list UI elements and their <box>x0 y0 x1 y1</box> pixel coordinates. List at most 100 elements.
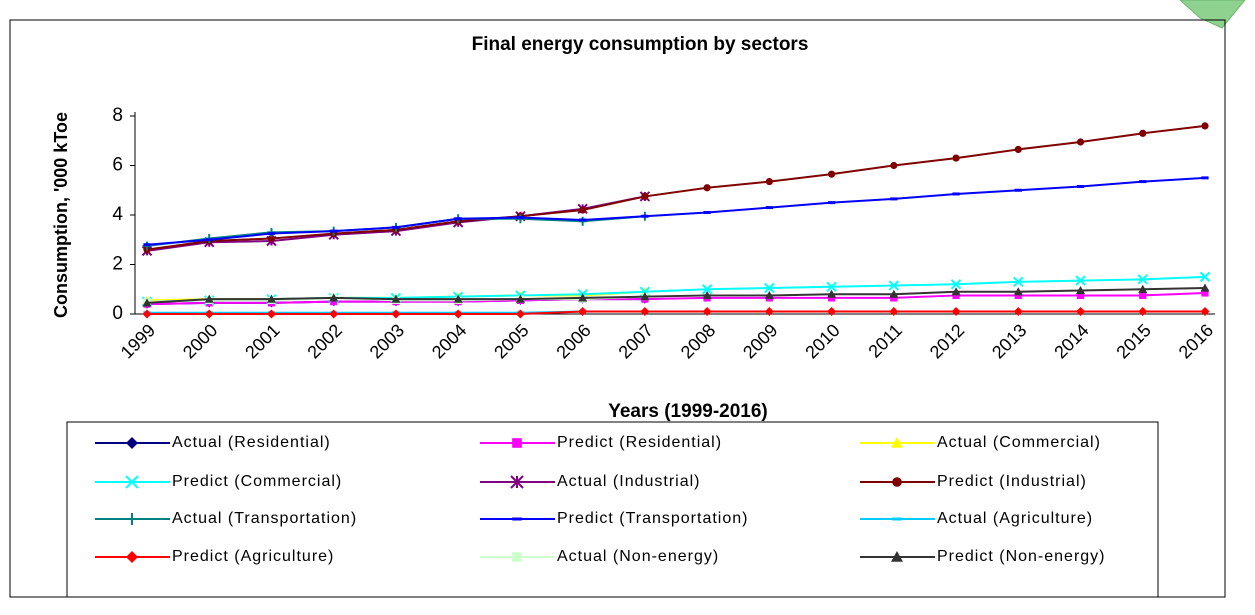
marker <box>142 298 152 307</box>
marker <box>892 517 902 521</box>
x-tick-label: 2008 <box>677 320 719 362</box>
marker <box>950 279 962 290</box>
legend-label: Predict (Commercial) <box>172 473 342 490</box>
marker <box>827 289 837 298</box>
marker <box>764 290 774 300</box>
marker <box>1014 188 1022 192</box>
marker <box>516 215 525 219</box>
marker <box>889 289 899 298</box>
marker <box>1199 271 1211 283</box>
legend-label: Actual (Non-energy) <box>557 548 719 565</box>
series-line <box>147 310 1205 315</box>
marker <box>1201 122 1209 130</box>
marker <box>1014 291 1022 300</box>
x-tick-label: 2009 <box>739 320 781 362</box>
x-tick-label: 2014 <box>1050 320 1092 362</box>
marker <box>1139 291 1147 300</box>
marker <box>889 307 899 317</box>
legend-label: Actual (Commercial) <box>937 434 1101 451</box>
marker <box>890 294 898 302</box>
marker <box>267 234 276 243</box>
legend-label: Predict (Industrial) <box>937 473 1087 490</box>
marker <box>827 307 837 317</box>
marker <box>515 294 525 303</box>
marker <box>1076 291 1085 300</box>
marker <box>204 294 214 303</box>
marker <box>764 307 774 317</box>
marker <box>1201 289 1209 297</box>
marker <box>329 309 339 319</box>
marker <box>641 214 649 218</box>
y-tick-label: 2 <box>112 254 123 275</box>
marker <box>454 217 462 221</box>
series-line <box>146 287 1206 304</box>
x-tick-label: 2002 <box>303 320 345 362</box>
marker <box>1137 274 1148 285</box>
series <box>142 307 1210 319</box>
y-tick-label: 6 <box>112 155 123 176</box>
marker <box>827 294 836 302</box>
marker <box>890 161 898 170</box>
marker <box>1076 285 1086 295</box>
x-axis-label: Years (1999-2016) <box>608 401 768 422</box>
legend-label: Predict (Residential) <box>557 434 722 451</box>
x-tick-label: 2000 <box>179 320 221 362</box>
x-tick-label: 2013 <box>988 320 1030 362</box>
marker <box>1139 129 1147 137</box>
marker <box>952 192 960 196</box>
marker <box>205 238 213 242</box>
legend-label: Actual (Transportation) <box>172 510 357 527</box>
marker <box>1075 275 1086 286</box>
marker <box>510 475 524 489</box>
y-tick-label: 4 <box>112 204 123 225</box>
marker <box>1013 307 1023 317</box>
series-line <box>146 291 1206 306</box>
y-axis-label: Consumption, '000 kToe <box>51 112 71 318</box>
marker <box>1076 307 1086 317</box>
marker <box>1201 176 1209 180</box>
marker <box>891 437 903 448</box>
marker <box>892 477 902 487</box>
legend-label: Predict (Transportation) <box>557 510 748 527</box>
marker <box>641 192 649 201</box>
marker <box>1014 145 1022 154</box>
marker <box>1200 283 1210 292</box>
marker <box>1076 185 1085 189</box>
marker <box>827 170 836 178</box>
x-tick-label: 1999 <box>117 320 159 362</box>
series-line <box>146 176 1206 246</box>
x-tick-label: 2006 <box>552 320 594 362</box>
marker <box>126 551 138 563</box>
x-tick-label: 2016 <box>1175 320 1217 362</box>
marker <box>701 284 713 295</box>
marker <box>1138 307 1148 317</box>
legend-label: Predict (Agriculture) <box>172 548 334 565</box>
legend <box>66 421 1159 598</box>
marker <box>266 294 276 303</box>
marker <box>891 551 903 562</box>
marker <box>827 201 836 205</box>
marker <box>578 293 588 302</box>
marker <box>126 513 138 525</box>
legend-label: Actual (Agriculture) <box>937 510 1093 527</box>
marker <box>125 475 139 489</box>
marker <box>951 307 961 317</box>
series <box>142 283 1210 307</box>
marker <box>578 307 588 317</box>
marker <box>579 206 587 214</box>
marker <box>267 232 276 236</box>
marker <box>1138 284 1148 293</box>
x-tick-label: 2004 <box>428 320 470 362</box>
marker <box>765 206 773 210</box>
marker <box>512 517 522 521</box>
series <box>143 176 1209 247</box>
marker <box>126 437 138 449</box>
marker <box>765 177 773 186</box>
y-tick-label: 0 <box>112 303 123 324</box>
marker <box>826 281 837 292</box>
series <box>142 211 650 251</box>
marker <box>512 438 522 448</box>
legend-label: Predict (Non-energy) <box>937 548 1106 565</box>
marker <box>392 225 400 229</box>
